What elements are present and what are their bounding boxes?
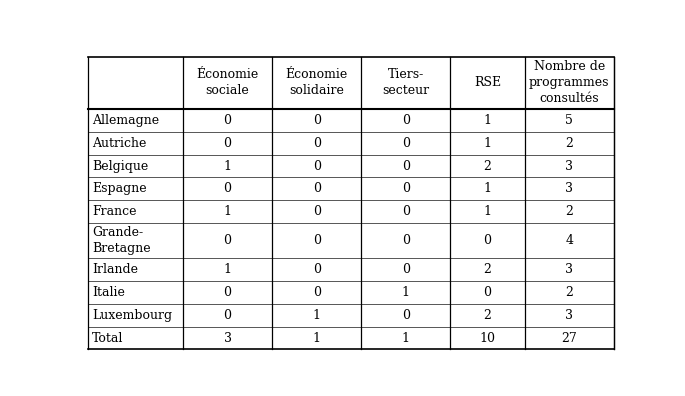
- Text: 0: 0: [402, 205, 410, 218]
- Text: 1: 1: [223, 263, 232, 276]
- Text: 2: 2: [484, 309, 491, 322]
- Text: 2: 2: [565, 137, 573, 150]
- Text: RSE: RSE: [474, 76, 501, 89]
- Text: 1: 1: [223, 205, 232, 218]
- Text: 3: 3: [565, 160, 573, 173]
- Text: 3: 3: [565, 182, 573, 195]
- Text: 0: 0: [223, 114, 232, 127]
- Text: 0: 0: [223, 286, 232, 299]
- Text: 0: 0: [402, 182, 410, 195]
- Text: 4: 4: [565, 234, 573, 247]
- Text: 2: 2: [565, 286, 573, 299]
- Text: Luxembourg: Luxembourg: [92, 309, 172, 322]
- Text: 0: 0: [312, 182, 321, 195]
- Text: 3: 3: [565, 263, 573, 276]
- Text: 0: 0: [402, 137, 410, 150]
- Text: Belgique: Belgique: [92, 160, 148, 173]
- Text: 1: 1: [484, 114, 492, 127]
- Text: 10: 10: [479, 331, 495, 345]
- Text: 5: 5: [565, 114, 573, 127]
- Text: Irlande: Irlande: [92, 263, 138, 276]
- Text: Économie
sociale: Économie sociale: [197, 69, 259, 97]
- Text: Grande-
Bretagne: Grande- Bretagne: [92, 226, 151, 255]
- Text: 0: 0: [312, 286, 321, 299]
- Text: Tiers-
secteur: Tiers- secteur: [382, 69, 429, 97]
- Text: 3: 3: [223, 331, 232, 345]
- Text: 1: 1: [223, 160, 232, 173]
- Text: 2: 2: [484, 263, 491, 276]
- Text: Total: Total: [92, 331, 123, 345]
- Text: 0: 0: [402, 114, 410, 127]
- Text: 1: 1: [402, 331, 410, 345]
- Text: 0: 0: [484, 234, 492, 247]
- Text: 1: 1: [484, 182, 492, 195]
- Text: 1: 1: [312, 309, 321, 322]
- Text: 0: 0: [402, 160, 410, 173]
- Text: Espagne: Espagne: [92, 182, 147, 195]
- Text: 0: 0: [402, 309, 410, 322]
- Text: 1: 1: [484, 137, 492, 150]
- Text: Italie: Italie: [92, 286, 125, 299]
- Text: 0: 0: [312, 205, 321, 218]
- Text: 1: 1: [312, 331, 321, 345]
- Text: Allemagne: Allemagne: [92, 114, 159, 127]
- Text: 0: 0: [312, 160, 321, 173]
- Text: 0: 0: [223, 182, 232, 195]
- Text: 2: 2: [565, 205, 573, 218]
- Text: 0: 0: [312, 114, 321, 127]
- Text: 0: 0: [223, 309, 232, 322]
- Text: France: France: [92, 205, 136, 218]
- Text: 0: 0: [402, 234, 410, 247]
- Text: 1: 1: [484, 205, 492, 218]
- Text: 1: 1: [402, 286, 410, 299]
- Text: 3: 3: [565, 309, 573, 322]
- Text: Économie
solidaire: Économie solidaire: [286, 69, 348, 97]
- Text: 0: 0: [223, 234, 232, 247]
- Text: 0: 0: [312, 234, 321, 247]
- Text: 0: 0: [312, 263, 321, 276]
- Text: 0: 0: [312, 137, 321, 150]
- Text: 2: 2: [484, 160, 491, 173]
- Text: 0: 0: [402, 263, 410, 276]
- Text: Nombre de
programmes
consultés: Nombre de programmes consultés: [529, 60, 610, 105]
- Text: 0: 0: [484, 286, 492, 299]
- Text: 27: 27: [562, 331, 577, 345]
- Text: 0: 0: [223, 137, 232, 150]
- Text: Autriche: Autriche: [92, 137, 147, 150]
